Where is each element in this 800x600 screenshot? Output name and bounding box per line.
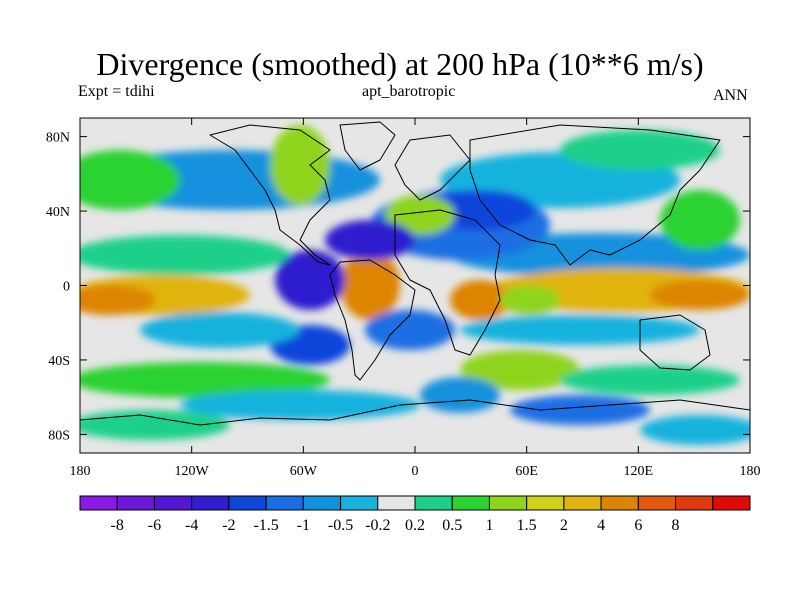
field-patch xyxy=(650,280,750,310)
field-patch xyxy=(510,395,650,425)
divergence-field xyxy=(80,125,750,445)
colorbar-label: -1 xyxy=(297,517,310,534)
field-patch xyxy=(365,310,455,350)
field-patch xyxy=(500,285,560,315)
colorbar-label: 1 xyxy=(485,517,493,534)
plot-title: Divergence (smoothed) at 200 hPa (10**6 … xyxy=(96,46,704,82)
colorbar-swatch xyxy=(637,495,677,511)
colorbar-swatch xyxy=(116,495,155,511)
australia-coast xyxy=(639,314,711,371)
y-tick-label: 80N xyxy=(46,131,70,146)
colorbar-label: -1.5 xyxy=(253,517,278,534)
field-patch xyxy=(460,350,580,390)
colorbar-swatch xyxy=(414,495,453,511)
field-patch xyxy=(180,390,420,420)
colorbar-swatch xyxy=(488,495,528,511)
colorbar-label: 0.5 xyxy=(442,517,462,534)
field-patch xyxy=(80,150,180,210)
greenland-coast xyxy=(339,121,396,171)
season-label: ANN xyxy=(713,87,748,104)
case-label: apt_barotropic xyxy=(362,83,456,100)
x-tick-label: 180 xyxy=(70,464,91,479)
colorbar-swatch xyxy=(191,495,230,511)
europe-coast xyxy=(394,134,471,201)
field-patch xyxy=(340,250,400,320)
colorbar-label: -0.5 xyxy=(328,517,353,534)
y-tick-label: 40S xyxy=(48,354,70,369)
field-patch xyxy=(80,362,330,398)
x-tick-label: 180 xyxy=(740,464,761,479)
field-patch xyxy=(560,130,720,170)
north-america-coast xyxy=(209,124,331,266)
field-patch xyxy=(80,285,155,315)
colorbar-swatch xyxy=(451,495,490,511)
colorbar-swatch xyxy=(377,495,416,511)
coastlines xyxy=(80,121,750,453)
field-patch xyxy=(80,410,230,440)
field-patch xyxy=(80,235,290,275)
field-patch xyxy=(460,315,700,345)
field-patch xyxy=(420,377,500,413)
field-patch xyxy=(275,250,345,310)
asia-coast xyxy=(469,124,721,266)
field-patch xyxy=(270,125,330,205)
y-tick-label: 80S xyxy=(48,428,70,443)
x-tick-label: 120W xyxy=(175,464,210,479)
colorbar-label: 0.2 xyxy=(405,517,425,534)
colorbar-label: 4 xyxy=(597,517,605,534)
colorbar-label: -4 xyxy=(185,517,198,534)
field-patch xyxy=(385,195,455,235)
colorbar-label: 2 xyxy=(560,517,568,534)
y-tick-label: 40N xyxy=(46,205,70,220)
colorbar-swatch xyxy=(712,495,751,511)
colorbar-swatch xyxy=(79,495,118,511)
colorbar-label: -6 xyxy=(148,517,161,534)
colorbar-swatch xyxy=(265,495,304,511)
x-tick-label: 60W xyxy=(290,464,318,479)
colorbar-label: 6 xyxy=(634,517,642,534)
south-america-coast xyxy=(329,259,416,381)
colorbar-swatch xyxy=(600,495,639,511)
colorbar-swatch xyxy=(228,495,267,511)
map-plot-area xyxy=(80,118,750,453)
colorbar: -8 -6 -4 -2 -1.5 -1 -0.5 -0.2 0.2 0.5 1 1.5 2 4 6 8 xyxy=(79,495,751,534)
field-patch xyxy=(560,365,740,395)
colorbar-label: 1.5 xyxy=(517,517,537,534)
field-patch xyxy=(660,190,740,250)
x-tick-label: 120E xyxy=(624,464,654,479)
map-axes: 180 120W 60W 0 60E 120E 180 80N 40N 0 40S 80S xyxy=(46,118,761,479)
colorbar-label: -0.2 xyxy=(365,517,390,534)
colorbar-swatch xyxy=(153,495,193,511)
x-tick-label: 0 xyxy=(412,464,419,479)
y-tick-label: 0 xyxy=(63,280,70,295)
africa-coast xyxy=(394,209,501,356)
colorbar-swatch xyxy=(675,495,714,511)
experiment-label: Expt = tdihi xyxy=(78,83,155,100)
colorbar-label: -2 xyxy=(222,517,235,534)
field-patch xyxy=(140,312,300,348)
x-tick-label: 60E xyxy=(515,464,538,479)
colorbar-swatch xyxy=(340,495,379,511)
colorbar-label: 8 xyxy=(672,517,680,534)
colorbar-swatch xyxy=(563,495,602,511)
colorbar-label: -8 xyxy=(111,517,124,534)
antarctica-coast xyxy=(80,399,750,453)
field-patch xyxy=(640,415,750,445)
colorbar-swatch xyxy=(526,495,565,511)
colorbar-swatch xyxy=(302,495,342,511)
field-patch xyxy=(325,220,415,260)
